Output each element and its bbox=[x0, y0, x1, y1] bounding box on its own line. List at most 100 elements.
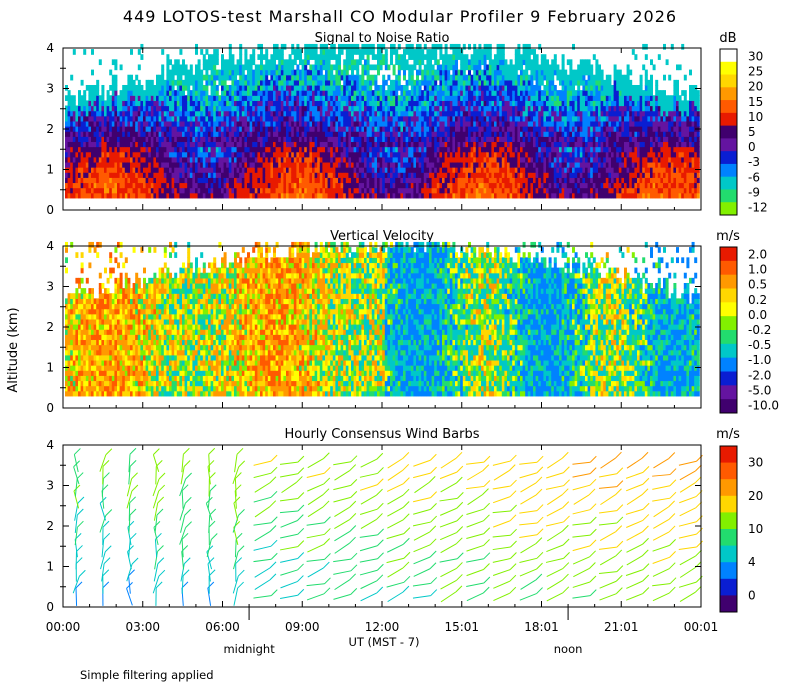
snr-cell bbox=[522, 146, 526, 153]
snr-cell bbox=[267, 172, 271, 178]
snr-cell bbox=[527, 187, 531, 194]
snr-cell bbox=[353, 161, 357, 168]
snr-cell bbox=[218, 161, 222, 168]
snr-cell bbox=[244, 136, 248, 143]
snr-cell bbox=[200, 95, 204, 101]
snr-cell bbox=[455, 110, 458, 117]
snr-cell bbox=[221, 187, 224, 194]
snr-cell bbox=[179, 136, 183, 143]
snr-cell bbox=[215, 59, 219, 66]
snr-cell bbox=[249, 131, 253, 137]
snr-cell bbox=[106, 105, 110, 112]
snr-cell bbox=[338, 161, 341, 168]
snr-cell bbox=[96, 182, 100, 189]
snr-cell bbox=[403, 177, 406, 184]
snr-cell bbox=[486, 74, 490, 81]
snr-cell bbox=[293, 126, 297, 132]
snr-cell bbox=[546, 177, 549, 184]
snr-cell bbox=[153, 141, 157, 148]
snr-cell bbox=[296, 95, 300, 101]
snr-cell bbox=[340, 172, 344, 178]
snr-cell bbox=[312, 131, 315, 137]
snr-cell bbox=[174, 120, 178, 127]
snr-cell bbox=[377, 43, 380, 50]
snr-cell bbox=[299, 172, 302, 178]
snr-cell bbox=[254, 141, 258, 148]
snr-cell bbox=[306, 105, 310, 112]
snr-cell bbox=[161, 172, 165, 178]
snr-cell bbox=[195, 95, 198, 101]
snr-cell bbox=[405, 187, 409, 194]
snr-cell bbox=[343, 126, 347, 132]
snr-cell bbox=[496, 49, 500, 55]
snr-cell bbox=[273, 115, 276, 122]
snr-cell bbox=[361, 110, 365, 117]
snr-cell bbox=[299, 167, 302, 173]
snr-cell bbox=[408, 100, 412, 107]
snr-cell bbox=[283, 131, 287, 137]
snr-cell bbox=[88, 110, 92, 117]
snr-cell bbox=[468, 131, 471, 137]
snr-cell bbox=[483, 136, 487, 143]
snr-cell bbox=[514, 69, 518, 76]
snr-cell bbox=[122, 151, 126, 158]
snr-cell bbox=[254, 69, 258, 76]
snr-cell bbox=[244, 110, 248, 117]
snr-cell bbox=[384, 95, 388, 101]
snr-cell bbox=[109, 141, 113, 148]
snr-cell bbox=[78, 90, 81, 96]
snr-cell bbox=[132, 100, 136, 107]
snr-cell bbox=[270, 79, 274, 86]
snr-cell bbox=[410, 131, 414, 137]
snr-cell bbox=[189, 187, 193, 194]
snr-cell bbox=[540, 69, 544, 76]
snr-cell bbox=[496, 146, 500, 153]
snr-cell bbox=[358, 59, 362, 66]
snr-cell bbox=[416, 59, 419, 66]
snr-cell bbox=[517, 192, 521, 199]
snr-cell bbox=[335, 90, 339, 96]
snr-cell bbox=[442, 156, 445, 163]
snr-cell bbox=[361, 64, 365, 71]
snr-cell bbox=[291, 126, 295, 132]
snr-cell bbox=[252, 120, 256, 127]
snr-cell bbox=[293, 59, 297, 66]
snr-cell bbox=[494, 64, 497, 71]
snr-cell bbox=[475, 136, 479, 143]
snr-cell bbox=[455, 182, 458, 189]
snr-cell bbox=[429, 141, 432, 148]
snr-cell bbox=[444, 69, 448, 76]
snr-cell bbox=[400, 126, 404, 132]
snr-cell bbox=[481, 120, 484, 127]
snr-cell bbox=[322, 126, 326, 132]
snr-cell bbox=[535, 192, 539, 199]
snr-cell bbox=[408, 110, 412, 117]
snr-cell bbox=[228, 182, 232, 189]
snr-cell bbox=[371, 90, 375, 96]
snr-cell bbox=[465, 146, 469, 153]
snr-cell bbox=[436, 95, 440, 101]
snr-cell bbox=[436, 59, 440, 66]
snr-cell bbox=[455, 59, 458, 66]
snr-cell bbox=[540, 126, 544, 132]
snr-cell bbox=[221, 172, 224, 178]
snr-cell bbox=[195, 136, 198, 143]
snr-cell bbox=[535, 141, 539, 148]
snr-cell bbox=[249, 110, 253, 117]
snr-cell bbox=[119, 156, 123, 163]
snr-cell bbox=[540, 59, 544, 66]
snr-cell bbox=[215, 161, 219, 168]
snr-cell bbox=[166, 69, 170, 76]
snr-cell bbox=[504, 146, 508, 153]
snr-cell bbox=[356, 182, 360, 189]
snr-cell bbox=[540, 95, 544, 101]
snr-cell bbox=[382, 136, 386, 143]
snr-cell bbox=[145, 115, 149, 122]
snr-cell bbox=[106, 126, 110, 132]
snr-cell bbox=[452, 59, 456, 66]
snr-cell bbox=[101, 110, 105, 117]
snr-cell bbox=[176, 90, 180, 96]
snr-cell bbox=[369, 43, 373, 50]
snr-cell bbox=[434, 115, 438, 122]
